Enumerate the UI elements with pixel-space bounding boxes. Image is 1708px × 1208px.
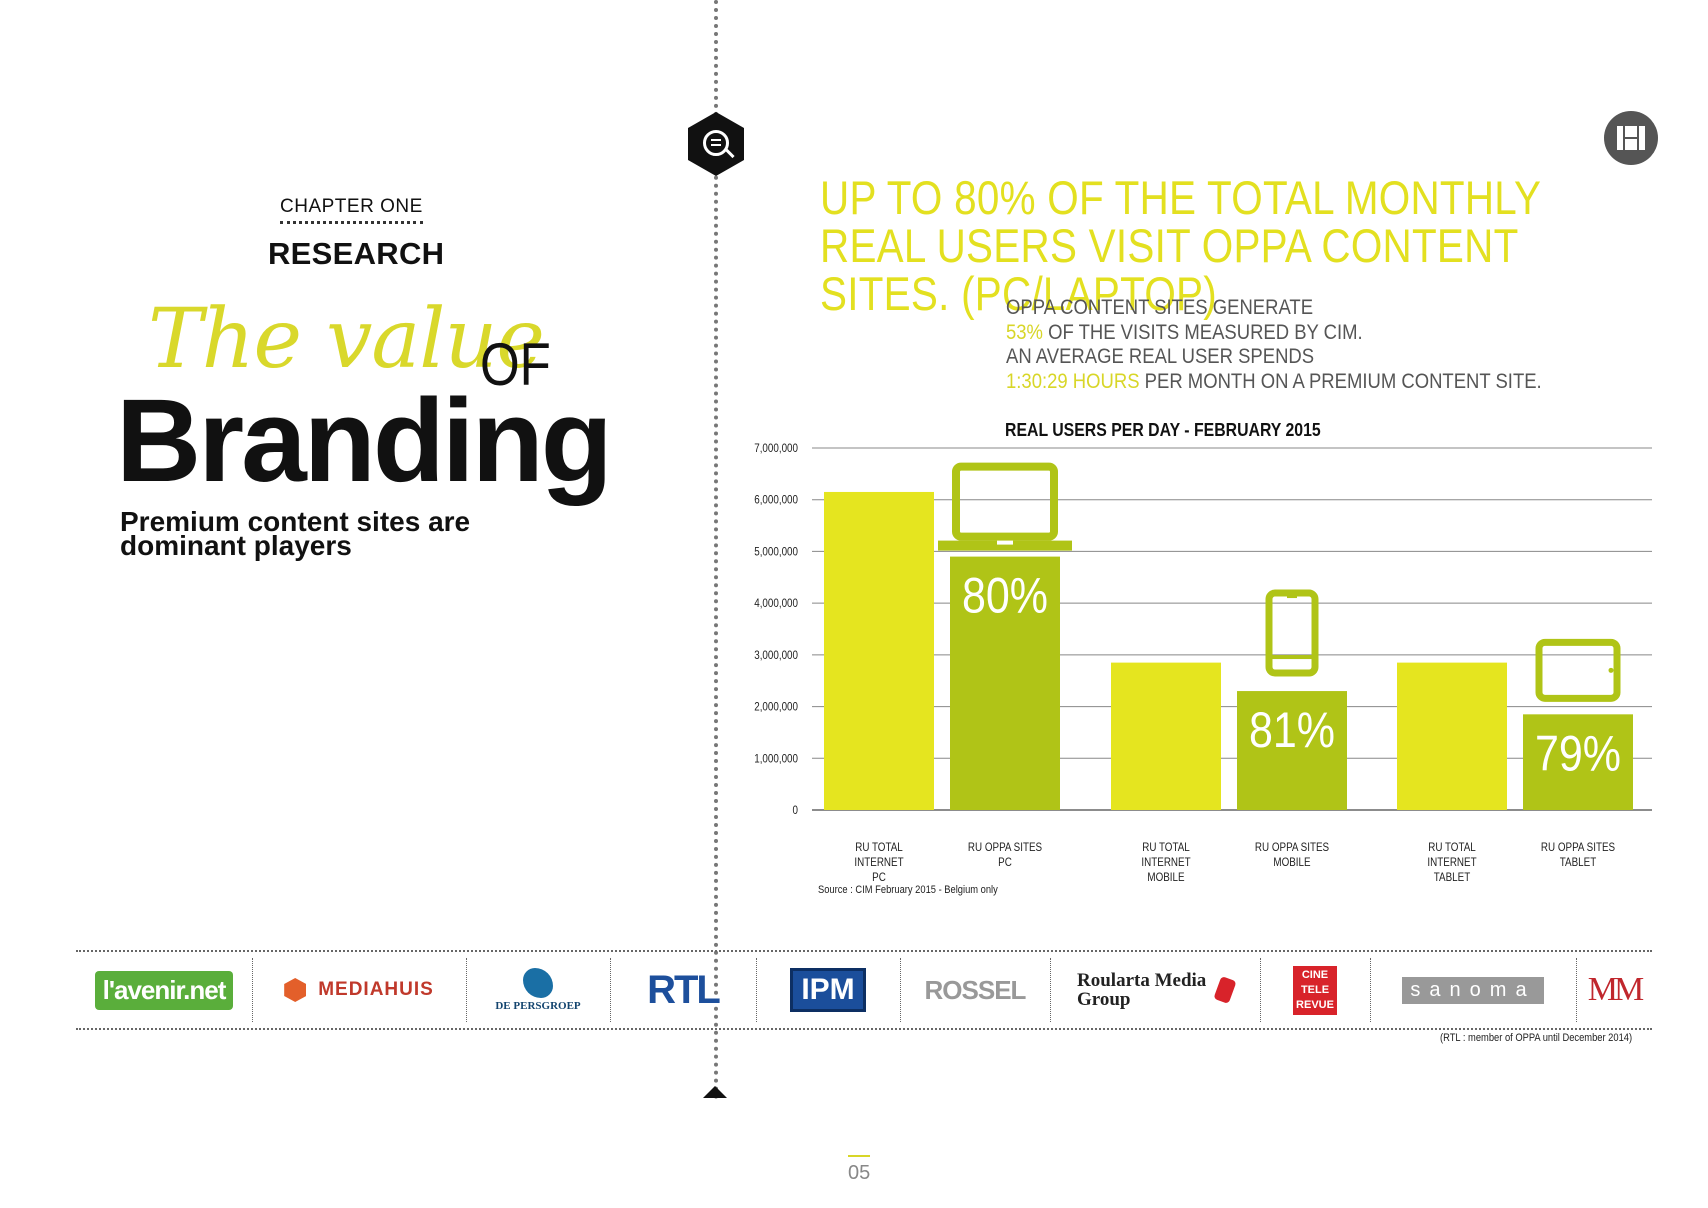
x-tick-label-line: RU OPPA SITES (967, 840, 1043, 854)
grid-icon (1604, 111, 1658, 165)
x-tick-label-line: MOBILE (1147, 870, 1185, 884)
x-tick-label-line: RU TOTAL INTERNET (854, 840, 904, 869)
x-tick-label-line: RU OPPA SITES (1540, 840, 1616, 854)
publisher-logo-bar: l'avenir.net MEDIAHUIS DE PERSGROEP RTL … (76, 950, 1652, 1030)
x-tick-label: RU TOTAL INTERNET TABLET (1403, 840, 1501, 885)
title-of: OF (480, 331, 551, 398)
flower-icon (523, 968, 553, 998)
y-tick-label: 3,000,000 (754, 649, 798, 662)
data-label: 81% (1249, 702, 1335, 758)
x-tick-label-line: RU TOTAL INTERNET (1141, 840, 1191, 869)
logo-mm: MM (1587, 971, 1645, 1008)
laptop-icon (938, 462, 1072, 551)
x-tick-label-line: TABLET (1433, 870, 1471, 884)
x-tick-label-line: TABLET (1559, 855, 1597, 869)
headline: UP TO 80% OF THE TOTAL MONTHLY REAL USER… (820, 171, 1541, 320)
y-tick-label: 5,000,000 (754, 546, 798, 559)
page-title: Branding (116, 375, 613, 507)
up-arrow-icon (703, 1086, 727, 1098)
stats-visits-share: 53% (1006, 320, 1043, 344)
tagline: Premium content sites are dominant playe… (120, 506, 471, 561)
logo-persgroep: DE PERSGROEP (466, 958, 611, 1022)
tablet-icon (1535, 638, 1621, 702)
x-tick-label-line: PC (998, 855, 1012, 869)
mediahuis-cube-icon (284, 978, 307, 1002)
stats-line-3: AN AVERAGE REAL USER SPENDS (1006, 345, 1315, 368)
smartphone-icon (1265, 589, 1319, 677)
chart-title: REAL USERS PER DAY - FEBRUARY 2015 (1005, 420, 1321, 440)
y-tick-label: 0 (793, 804, 798, 817)
center-dotted-divider (714, 0, 718, 1100)
bar (824, 491, 934, 810)
logo-mediahuis: MEDIAHUIS (252, 958, 467, 1022)
logo-ipm: IPM (756, 958, 901, 1022)
bar (1397, 662, 1507, 810)
page-number: 05 (848, 1162, 871, 1184)
x-tick-label-line: PC (872, 870, 886, 884)
logo-sanoma: sanoma (1370, 958, 1577, 1022)
x-tick-label-line: MOBILE (1273, 855, 1311, 869)
bar (1111, 662, 1221, 810)
stats-block: OPPA CONTENT SITES GENERATE 53% OF THE V… (1006, 296, 1542, 394)
bar (1523, 714, 1633, 810)
x-tick-label: RU TOTAL INTERNET PC (830, 840, 928, 885)
logo-roularta: Roularta Media Group (1050, 958, 1261, 1022)
title-script: The value (148, 292, 545, 387)
stats-time-spent: 1:30:29 HOURS (1006, 369, 1140, 393)
y-tick-label: 7,000,000 (754, 442, 798, 455)
logo-lavenir: l'avenir.net (76, 958, 253, 1022)
stats-line-1: OPPA CONTENT SITES GENERATE (1006, 296, 1314, 319)
source-note: Source : CIM February 2015 - Belgium onl… (818, 884, 998, 896)
y-tick-label: 6,000,000 (754, 494, 798, 507)
x-tick-label: RU TOTAL INTERNET MOBILE (1117, 840, 1215, 885)
y-tick-label: 2,000,000 (754, 701, 798, 714)
stats-line-4: 1:30:29 HOURS PER MONTH ON A PREMIUM CON… (1006, 369, 1542, 393)
section-title: RESEARCH (268, 236, 445, 271)
y-tick-label: 1,000,000 (754, 752, 798, 765)
data-label: 79% (1535, 725, 1621, 781)
logo-rtl: RTL (610, 958, 757, 1022)
page-number-rule (848, 1155, 870, 1157)
x-tick-label: RU OPPA SITES TABLET (1529, 840, 1627, 870)
x-tick-label: RU OPPA SITES MOBILE (1243, 840, 1341, 870)
x-tick-label-line: RU OPPA SITES (1254, 840, 1330, 854)
rtl-membership-note: (RTL : member of OPPA until December 201… (1440, 1032, 1633, 1044)
y-tick-label: 4,000,000 (754, 597, 798, 610)
stats-line-2: 53% OF THE VISITS MEASURED BY CIM. (1006, 320, 1363, 344)
bar (950, 556, 1060, 810)
bar (1237, 691, 1347, 810)
logo-rossel: ROSSEL (900, 958, 1051, 1022)
chapter-label: CHAPTER ONE (280, 196, 423, 224)
data-label: 80% (962, 568, 1048, 624)
logo-cine-tele-revue: CINE TELE REVUE (1260, 958, 1371, 1022)
x-tick-label-line: RU TOTAL INTERNET (1427, 840, 1477, 869)
x-tick-label: RU OPPA SITES PC (956, 840, 1054, 870)
